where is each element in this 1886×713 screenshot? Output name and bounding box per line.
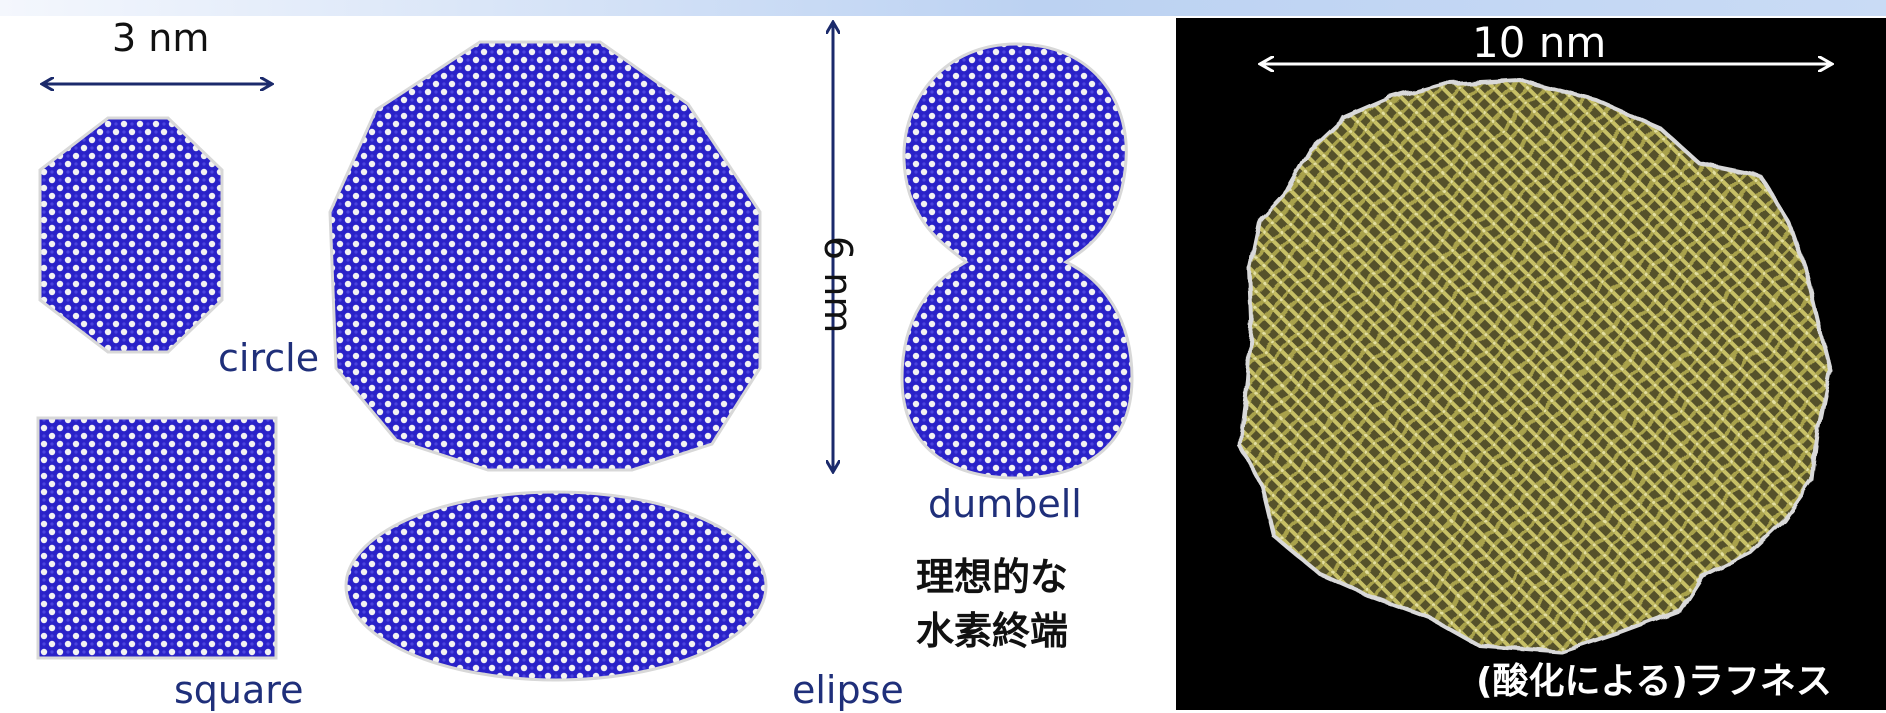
rough-nanodot	[1237, 77, 1833, 655]
circle-label: circle	[218, 336, 320, 380]
large-circle-nanodot	[328, 40, 762, 472]
scale-6nm-label: 6 nm	[816, 236, 860, 334]
dumbell-nanodot	[900, 42, 1134, 480]
elipse-label: elipse	[792, 668, 904, 712]
elipse-nanodot	[344, 490, 768, 682]
scale-3nm-label: 3 nm	[112, 16, 210, 60]
square-nanodot	[36, 416, 278, 660]
dumbell-label: dumbell	[928, 482, 1082, 526]
ideal-termination-line2: 水素終端	[916, 609, 1069, 653]
roughness-label: (酸化による)ラフネス	[1476, 661, 1832, 702]
circle-nanodot	[38, 116, 224, 354]
ideal-termination-line1: 理想的な	[916, 555, 1069, 599]
scale-10nm-label: 10 nm	[1472, 18, 1607, 67]
top-gradient-bar	[0, 0, 1886, 16]
square-label: square	[174, 668, 304, 712]
